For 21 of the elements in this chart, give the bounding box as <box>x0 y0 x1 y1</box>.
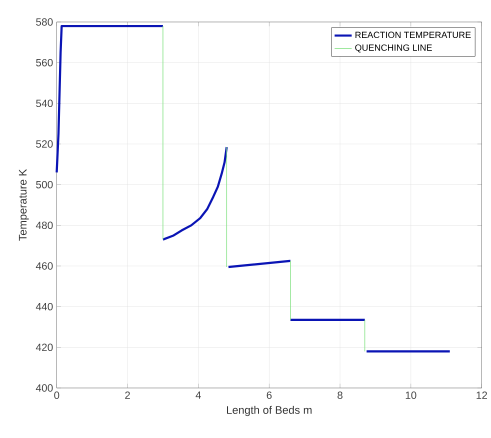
y-tick-label: 560 <box>36 58 53 66</box>
y-tick-label: 520 <box>36 140 53 148</box>
x-axis-title: Length of Beds m <box>227 406 312 416</box>
legend-label: REACTION TEMPERATURE <box>356 32 471 38</box>
y-tick-label: 440 <box>36 302 53 310</box>
x-tick-label: 8 <box>338 392 342 399</box>
x-tick-label: 10 <box>406 392 416 399</box>
y-tick-label: 480 <box>36 222 53 230</box>
y-tick-label: 420 <box>36 344 53 352</box>
legend-label: QUENCHING LINE <box>355 44 432 52</box>
x-tick-label: 4 <box>196 392 201 399</box>
x-tick-label: 6 <box>266 392 272 399</box>
x-tick-label: 2 <box>125 392 130 399</box>
y-tick-label: 400 <box>36 384 53 392</box>
y-tick-label: 460 <box>36 262 53 270</box>
y-axis-title: Temperature K <box>18 169 29 241</box>
y-tick-label: 540 <box>36 100 53 108</box>
x-tick-label: 12 <box>476 392 487 399</box>
y-tick-label: 500 <box>36 180 53 188</box>
x-tick-label: 0 <box>54 392 60 399</box>
y-tick-label: 580 <box>36 18 53 26</box>
